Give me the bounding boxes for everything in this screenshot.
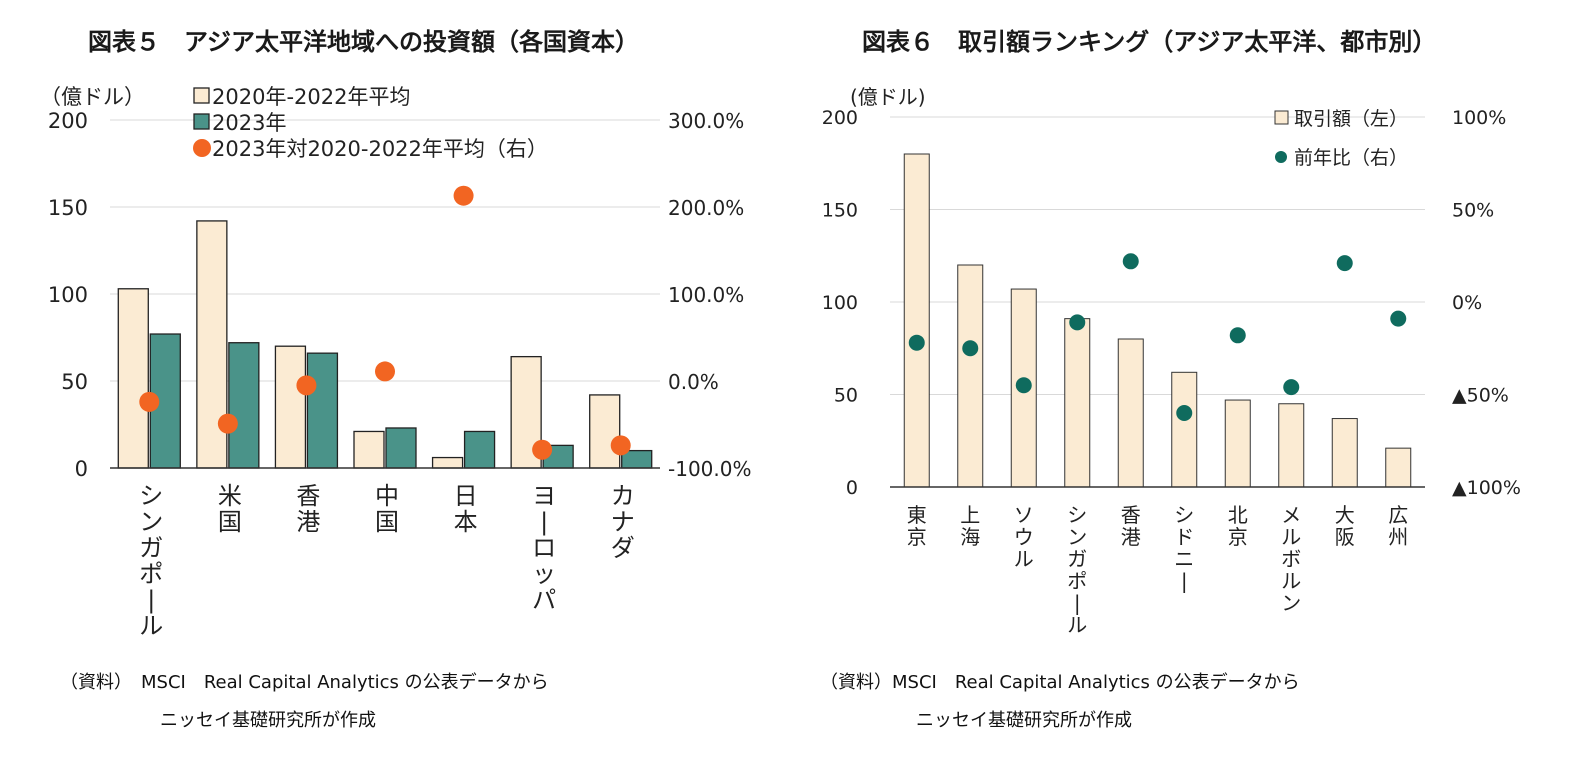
figure6-category-label: 上海 (960, 503, 980, 549)
figure6-legend-label-amount: 取引額（左） (1294, 108, 1408, 130)
figure5-change-dot (610, 435, 631, 456)
figure6-bar-amount (1385, 447, 1412, 488)
figure6-yoy-dot (1069, 314, 1086, 331)
figure6-legend-label-yoy: 前年比（右） (1294, 147, 1408, 169)
figure5-y-tick-label: 100 (48, 283, 88, 307)
figure6-yoy-dot (1176, 405, 1193, 421)
figure5-bar-2020-2022-avg (589, 394, 621, 469)
figure6-y-tick-label: 200 (822, 107, 858, 129)
figure5-change-dot (139, 391, 160, 412)
figure6-yoy-dot (1015, 377, 1032, 394)
figure6-category-label: シンガポ|ル (1067, 503, 1087, 637)
figure5-bar-2020-2022-avg (431, 456, 464, 469)
figure5-bar-2023 (306, 352, 339, 469)
figure5-y-tick-label: 0 (75, 457, 88, 481)
figure5-category-label: 香港 (296, 482, 320, 536)
figure6-bar-amount (1171, 371, 1198, 488)
figure5-bar-2023 (463, 430, 496, 469)
figure6-chart: (億ドル) 0 50 100 150 200 ▲100% ▲50% 0% 50% 100% 東京上海ソ… (822, 85, 1521, 637)
figure6-bar-amount (903, 153, 930, 488)
figure6-y2-tick-label: ▲100% (1452, 477, 1521, 499)
figure5-bar-2020-2022-avg (274, 345, 307, 469)
figure5-category-label: 日本 (454, 482, 478, 536)
figure5-panel: 図表５ アジア太平洋地域への投資額（各国資本） （億ドル） 0 50 100 150 20… (0, 0, 790, 776)
figure5-category-label: ヨ|ロッパ (532, 482, 556, 614)
figure6-y-tick-label: 100 (822, 292, 858, 314)
figure5-bar-2020-2022-avg (353, 430, 385, 469)
figure6-category-label: 大阪 (1335, 503, 1355, 549)
figure5-y2-tick-label: 200.0% (668, 196, 744, 220)
figure5-y-tick-label: 150 (48, 196, 88, 220)
figure6-yoy-dot (1336, 255, 1353, 272)
figure6-category-label: 広州 (1388, 503, 1408, 549)
figure6-y2-tick-label: 0% (1452, 292, 1482, 314)
figure5-chart: （億ドル） 0 50 100 150 200 -100.0% 0.0% 100.0% 200.0%… (40, 85, 751, 640)
figure6-y-tick-label: 50 (834, 385, 858, 407)
figure6-legend-swatch-amount (1274, 110, 1289, 125)
figure6-bar-amount (1278, 403, 1305, 488)
figure5-source-line1: （資料） MSCI Real Capital Analytics の公表データか… (60, 672, 549, 693)
figure5-y2-tick-label: 300.0% (668, 109, 744, 133)
figure5-source-line2: ニッセイ基礎研究所が作成 (160, 710, 376, 731)
figure6-yoy-dot (908, 334, 925, 351)
figure6-category-label: 東京 (907, 503, 927, 549)
figure6-source-line2: ニッセイ基礎研究所が作成 (916, 710, 1132, 731)
figure6-yoy-dot (1283, 379, 1300, 396)
figure5-change-dot (453, 185, 474, 206)
figure6-bar-amount (1064, 318, 1091, 488)
figure6-yoy-dot (1122, 253, 1139, 270)
figure6-yoy-dot (962, 340, 979, 357)
figure5-y-unit-label: （億ドル） (40, 85, 145, 109)
figure6-category-label: メルボルン (1281, 503, 1301, 615)
figure6-legend-dot (1275, 151, 1287, 163)
figure5-category-label: シンガポ|ル (139, 482, 163, 640)
figure5-category-label: カナダ (611, 482, 635, 562)
figure6-bar-amount (1117, 338, 1144, 488)
figure5-change-dot (532, 439, 553, 460)
figure6-bar-amount (957, 264, 984, 488)
figure5-legend-label-change: 2023年対2020-2022年平均（右） (212, 137, 548, 161)
figure6-title: 図表６ 取引額ランキング（アジア太平洋、都市別） (862, 28, 1437, 56)
figure6-panel: 図表６ 取引額ランキング（アジア太平洋、都市別） (億ドル) 0 50 100 150 2… (800, 0, 1595, 776)
figure5-change-dot (217, 413, 238, 434)
figure5-y2-tick-label: 100.0% (668, 283, 744, 307)
figure5-bar-2023 (385, 427, 417, 469)
figure6-yoy-dot (1229, 327, 1246, 344)
figure5-y-tick-label: 50 (61, 370, 88, 394)
figure6-category-label: シドニ| (1174, 503, 1194, 593)
figure5-y2-tick-label: 0.0% (668, 370, 719, 394)
figure6-category-label: 香港 (1121, 503, 1141, 549)
figure6-y-unit-label: (億ドル) (850, 85, 926, 109)
figure5-legend-swatch-avg (193, 87, 210, 104)
figure6-source-line1: （資料）MSCI Real Capital Analytics の公表データから (820, 672, 1300, 693)
figure5-legend-label-2023: 2023年 (212, 111, 286, 135)
figure5-y2-tick-label: -100.0% (668, 457, 751, 481)
figure6-y2-tick-label: ▲50% (1452, 385, 1509, 407)
figure6-category-label: 北京 (1228, 503, 1248, 549)
figure5-legend-dot (193, 139, 211, 157)
figure6-y-tick-label: 150 (822, 200, 858, 222)
figure6-y2-tick-label: 50% (1452, 200, 1494, 222)
figure6-y2-tick-label: 100% (1452, 107, 1506, 129)
figure6-bar-amount (1331, 418, 1358, 488)
figure5-change-dot (375, 361, 395, 382)
figure6-bar-amount (1224, 399, 1251, 488)
figure5-category-label: 中国 (375, 482, 399, 536)
figure6-y-tick-label: 0 (846, 477, 858, 499)
figure6-category-label: ソウル (1014, 503, 1034, 571)
figure5-title: 図表５ アジア太平洋地域への投資額（各国資本） (88, 28, 640, 56)
figure5-legend-label-avg: 2020年-2022年平均 (212, 85, 410, 109)
figure5-change-dot (296, 375, 317, 396)
figure5-bar-2023 (228, 342, 260, 469)
figure5-y-tick-label: 200 (48, 109, 88, 133)
figure6-yoy-dot (1390, 310, 1407, 327)
figure5-category-label: 米国 (218, 482, 242, 536)
figure5-legend-swatch-2023 (193, 113, 210, 130)
figure5-bar-2020-2022-avg (117, 288, 149, 469)
